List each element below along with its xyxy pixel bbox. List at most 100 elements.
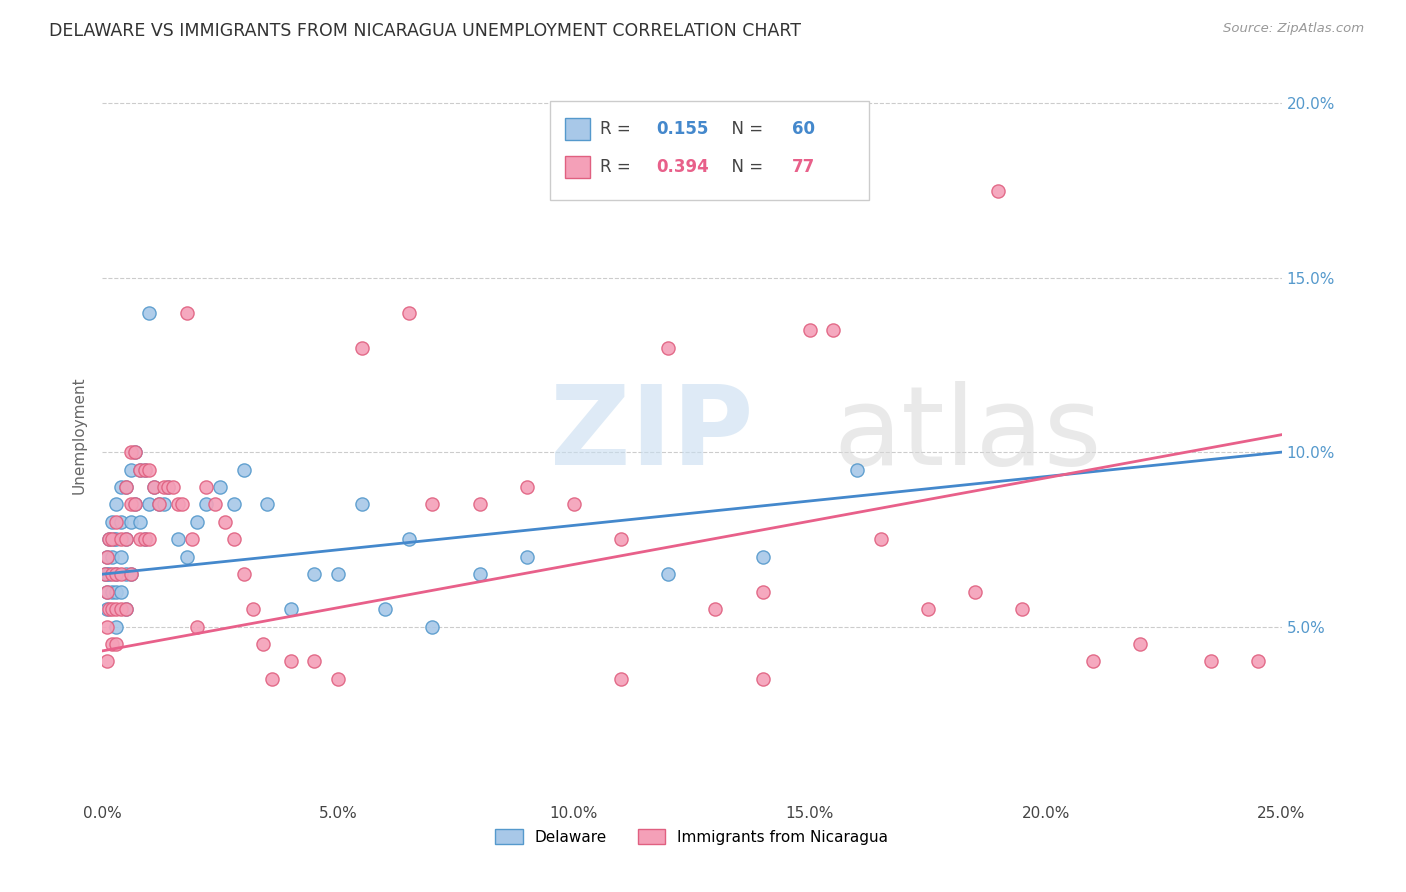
Text: 0.155: 0.155 [657, 120, 709, 138]
Point [105, 584, 128, 599]
Point [100, 567, 122, 582]
Text: N =: N = [721, 120, 769, 138]
Point [799, 323, 821, 337]
Point [516, 480, 538, 494]
Point [468, 498, 491, 512]
Point [326, 567, 349, 582]
Point [176, 305, 198, 319]
Point [252, 637, 274, 651]
Point [869, 533, 891, 547]
Point [105, 533, 128, 547]
Point [209, 480, 232, 494]
FancyBboxPatch shape [564, 119, 591, 140]
Point [96, 584, 118, 599]
Point [105, 567, 128, 582]
Point [204, 498, 226, 512]
Point [157, 480, 180, 494]
Point [157, 480, 180, 494]
Point [96, 567, 118, 582]
Point [110, 567, 132, 582]
Point [186, 619, 208, 633]
Point [166, 498, 188, 512]
Point [96, 619, 118, 633]
Point [96, 549, 118, 564]
Point [186, 515, 208, 529]
Point [129, 462, 152, 476]
Point [110, 515, 132, 529]
Point [350, 341, 373, 355]
Point [1011, 602, 1033, 616]
Point [114, 602, 136, 616]
Point [1247, 654, 1270, 668]
Point [110, 602, 132, 616]
Point [350, 498, 373, 512]
Text: Source: ZipAtlas.com: Source: ZipAtlas.com [1223, 22, 1364, 36]
Point [304, 567, 326, 582]
Point [610, 672, 633, 686]
Point [242, 602, 264, 616]
Point [96, 549, 118, 564]
Point [143, 480, 166, 494]
Point [134, 462, 156, 476]
Point [422, 498, 444, 512]
Point [846, 462, 869, 476]
Point [120, 567, 142, 582]
Point [124, 498, 146, 512]
FancyBboxPatch shape [564, 156, 591, 178]
Point [124, 445, 146, 459]
Text: ZIP: ZIP [550, 381, 754, 488]
Point [374, 602, 396, 616]
Point [256, 498, 278, 512]
Point [138, 462, 160, 476]
Point [166, 533, 188, 547]
Text: R =: R = [600, 159, 636, 177]
Point [468, 567, 491, 582]
Point [1199, 654, 1222, 668]
Point [562, 131, 585, 145]
Point [100, 602, 122, 616]
Point [751, 672, 773, 686]
Point [214, 515, 236, 529]
Point [224, 498, 246, 512]
Point [93, 567, 115, 582]
Point [100, 515, 122, 529]
Point [114, 533, 136, 547]
Text: 77: 77 [792, 159, 815, 177]
Point [100, 549, 122, 564]
Point [105, 498, 128, 512]
Point [120, 462, 142, 476]
Point [304, 654, 326, 668]
Point [751, 584, 773, 599]
Point [180, 533, 202, 547]
Point [110, 480, 132, 494]
Point [260, 672, 283, 686]
Point [326, 672, 349, 686]
Point [823, 323, 845, 337]
Point [138, 533, 160, 547]
Point [120, 498, 142, 512]
Point [704, 602, 727, 616]
Point [398, 533, 420, 547]
Point [114, 480, 136, 494]
Point [232, 462, 254, 476]
Point [134, 533, 156, 547]
Point [657, 184, 679, 198]
Point [152, 498, 174, 512]
Point [148, 498, 170, 512]
Point [100, 584, 122, 599]
Point [398, 305, 420, 319]
Point [129, 515, 152, 529]
Point [120, 445, 142, 459]
Point [162, 480, 184, 494]
Point [176, 549, 198, 564]
Text: atlas: atlas [834, 381, 1102, 488]
Point [98, 533, 121, 547]
Point [516, 549, 538, 564]
Point [657, 567, 679, 582]
Point [114, 480, 136, 494]
Point [103, 533, 125, 547]
Point [138, 498, 160, 512]
Point [422, 619, 444, 633]
Point [134, 533, 156, 547]
Point [98, 602, 121, 616]
